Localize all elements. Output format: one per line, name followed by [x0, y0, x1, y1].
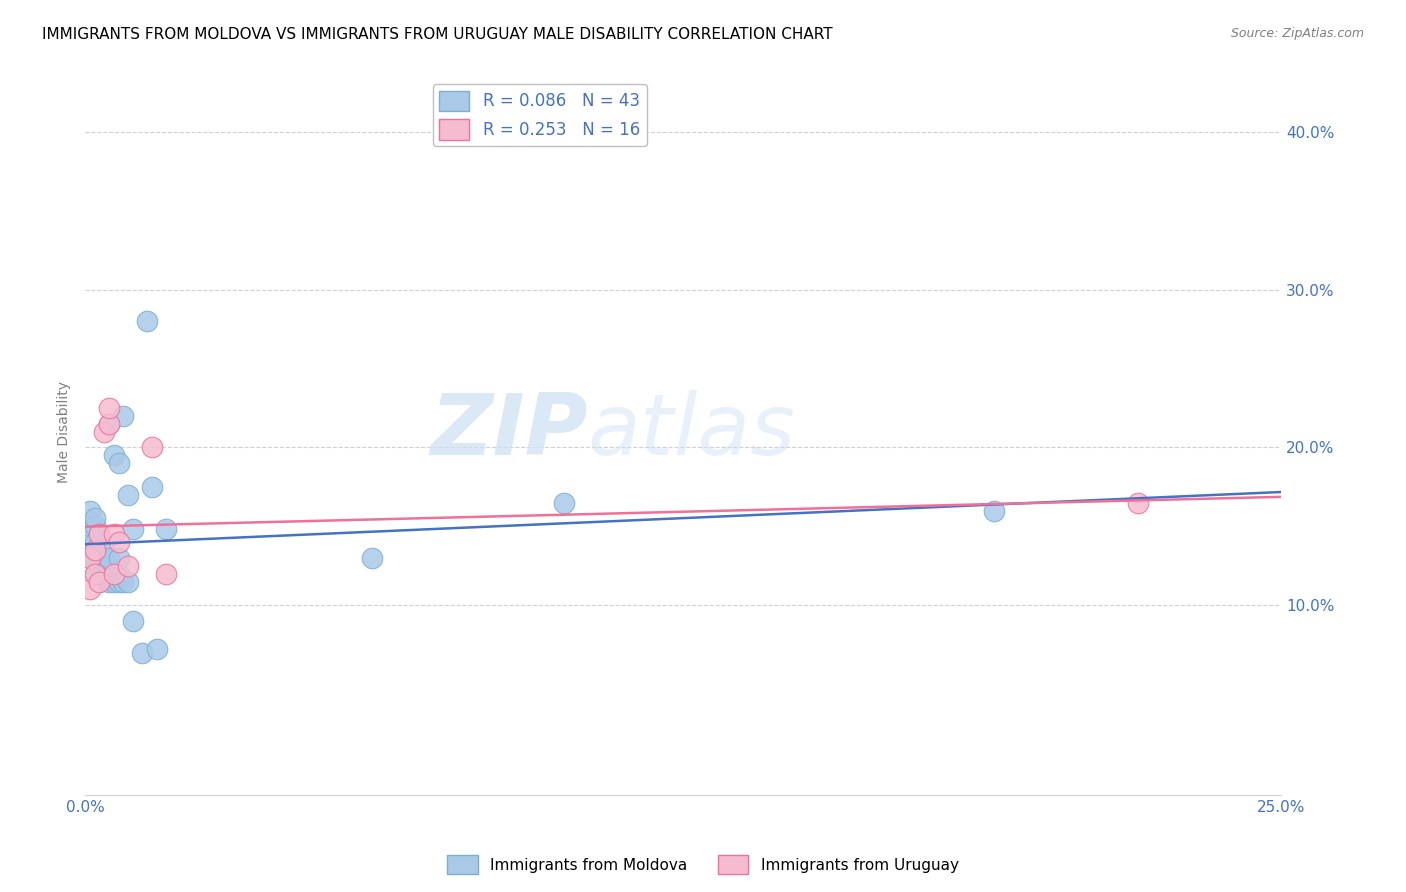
- Point: [89, 527, 111, 541]
- Point: [98, 570, 121, 584]
- Point: [79, 550, 101, 565]
- Point: [93, 562, 115, 576]
- Point: [103, 566, 125, 581]
- Point: [93, 543, 115, 558]
- Point: [107, 550, 129, 565]
- Text: ZIP: ZIP: [430, 390, 588, 473]
- Point: [103, 448, 125, 462]
- Point: [983, 503, 1005, 517]
- Legend: Immigrants from Moldova, Immigrants from Uruguay: Immigrants from Moldova, Immigrants from…: [441, 849, 965, 880]
- Point: [112, 409, 135, 423]
- Point: [103, 527, 125, 541]
- Point: [93, 570, 115, 584]
- Point: [107, 456, 129, 470]
- Point: [112, 574, 135, 589]
- Point: [155, 523, 177, 537]
- Point: [83, 566, 105, 581]
- Point: [117, 558, 139, 573]
- Point: [136, 314, 159, 328]
- Point: [79, 503, 101, 517]
- Point: [83, 566, 105, 581]
- Text: IMMIGRANTS FROM MOLDOVA VS IMMIGRANTS FROM URUGUAY MALE DISABILITY CORRELATION C: IMMIGRANTS FROM MOLDOVA VS IMMIGRANTS FR…: [42, 27, 832, 42]
- Point: [107, 574, 129, 589]
- Point: [98, 558, 121, 573]
- Point: [98, 417, 121, 431]
- Point: [79, 535, 101, 549]
- Point: [103, 574, 125, 589]
- Point: [117, 574, 139, 589]
- Point: [107, 566, 129, 581]
- Point: [98, 417, 121, 431]
- Point: [83, 535, 105, 549]
- Point: [79, 582, 101, 597]
- Point: [1126, 496, 1149, 510]
- Point: [83, 511, 105, 525]
- Point: [98, 566, 121, 581]
- Point: [117, 488, 139, 502]
- Point: [89, 558, 111, 573]
- Point: [93, 425, 115, 439]
- Text: Source: ZipAtlas.com: Source: ZipAtlas.com: [1230, 27, 1364, 40]
- Text: atlas: atlas: [588, 390, 796, 473]
- Point: [146, 642, 169, 657]
- Point: [361, 550, 384, 565]
- Point: [89, 527, 111, 541]
- Point: [89, 574, 111, 589]
- Point: [98, 550, 121, 565]
- Point: [141, 480, 163, 494]
- Point: [83, 543, 105, 558]
- Point: [98, 574, 121, 589]
- Point: [98, 401, 121, 415]
- Point: [93, 554, 115, 568]
- Point: [79, 519, 101, 533]
- Point: [89, 550, 111, 565]
- Point: [79, 550, 101, 565]
- Legend: R = 0.086   N = 43, R = 0.253   N = 16: R = 0.086 N = 43, R = 0.253 N = 16: [433, 84, 647, 146]
- Point: [89, 574, 111, 589]
- Point: [141, 441, 163, 455]
- Point: [122, 523, 145, 537]
- Point: [131, 646, 153, 660]
- Point: [107, 535, 129, 549]
- Y-axis label: Male Disability: Male Disability: [58, 381, 72, 483]
- Point: [155, 566, 177, 581]
- Point: [122, 614, 145, 628]
- Point: [83, 550, 105, 565]
- Point: [83, 519, 105, 533]
- Point: [553, 496, 575, 510]
